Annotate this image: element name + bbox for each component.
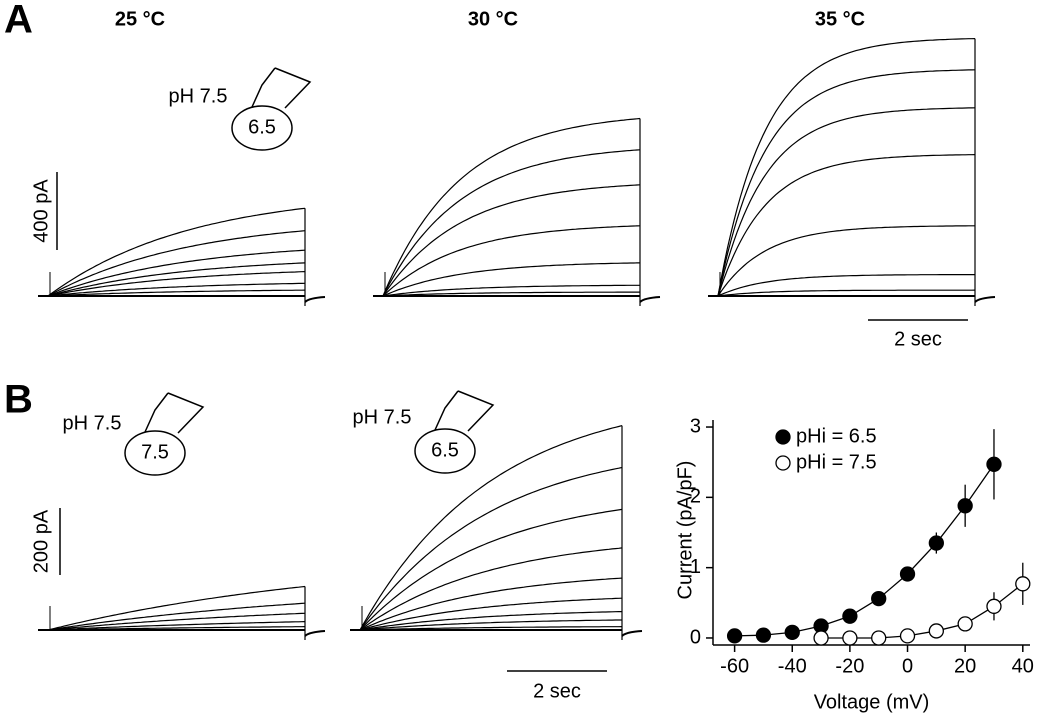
data-point xyxy=(899,566,916,582)
data-point xyxy=(928,535,944,551)
panel-label: B xyxy=(4,378,33,422)
y-tick-label: 3 xyxy=(690,415,701,437)
current-trace xyxy=(47,271,306,297)
data-point xyxy=(871,630,887,646)
x-axis-label: Voltage (mV) xyxy=(814,691,930,713)
current-trace xyxy=(382,149,641,297)
current-trace xyxy=(382,184,641,297)
data-point xyxy=(986,598,1002,614)
pipette-outside: pH 7.5 xyxy=(63,412,122,434)
current-trace xyxy=(359,597,623,631)
current-trace xyxy=(717,289,976,297)
x-tick-label: -60 xyxy=(720,655,749,677)
x-tick-label: -20 xyxy=(835,655,864,677)
current-trace xyxy=(47,230,306,297)
data-point xyxy=(871,590,887,607)
data-point xyxy=(899,628,916,644)
current-trace xyxy=(359,508,623,631)
current-trace xyxy=(47,585,306,631)
data-point xyxy=(928,623,944,639)
x-tick-label: 20 xyxy=(954,655,976,677)
current-trace xyxy=(47,282,306,297)
current-trace xyxy=(47,289,306,297)
data-point xyxy=(957,616,973,632)
pipette-outside: pH 7.5 xyxy=(353,406,412,428)
data-point xyxy=(784,624,800,640)
data-point xyxy=(842,608,858,624)
current-trace xyxy=(382,284,640,297)
current-trace xyxy=(47,612,306,631)
data-point xyxy=(957,498,973,514)
time-bar-label: 2 sec xyxy=(894,328,942,350)
x-tick-label: 40 xyxy=(1012,655,1034,677)
pipette-inside: 6.5 xyxy=(431,439,459,461)
data-point xyxy=(842,630,858,646)
current-trace xyxy=(359,626,623,631)
condition-title: 25 °C xyxy=(115,8,165,30)
current-trace xyxy=(717,38,976,297)
current-trace xyxy=(359,466,623,631)
current-trace xyxy=(359,547,623,631)
x-tick-label: 0 xyxy=(902,655,913,677)
data-point xyxy=(755,627,772,643)
current-trace xyxy=(47,262,306,297)
legend-label: pHi = 6.5 xyxy=(796,425,877,447)
tail-current xyxy=(974,296,996,303)
current-trace xyxy=(359,425,623,631)
current-trace xyxy=(359,619,622,631)
pipette-inside: 7.5 xyxy=(141,441,169,463)
legend-marker xyxy=(775,429,791,445)
panel-label: A xyxy=(4,0,33,42)
current-trace xyxy=(47,249,306,297)
data-point xyxy=(1015,576,1031,592)
data-point xyxy=(813,630,829,646)
scale-bar-label: 400 pA xyxy=(30,179,52,243)
current-trace xyxy=(359,577,623,631)
current-trace xyxy=(717,107,976,297)
series-line xyxy=(734,463,995,637)
current-trace xyxy=(382,262,640,297)
current-trace xyxy=(382,117,641,297)
current-trace xyxy=(47,626,306,631)
current-trace xyxy=(47,207,306,297)
pipette-inside: 6.5 xyxy=(248,116,276,138)
current-trace xyxy=(47,621,306,631)
current-trace xyxy=(717,225,975,297)
data-point xyxy=(726,628,743,644)
y-axis-label: Current (pA/pF) xyxy=(674,461,696,600)
pipette-outside: pH 7.5 xyxy=(169,85,228,107)
condition-title: 35 °C xyxy=(815,8,865,30)
condition-title: 30 °C xyxy=(468,8,518,30)
tail-current xyxy=(304,296,326,303)
current-trace xyxy=(717,154,976,297)
current-trace xyxy=(717,69,976,297)
current-trace xyxy=(382,291,640,297)
data-point xyxy=(986,456,1002,472)
pipette-icon xyxy=(124,67,495,476)
tail-current xyxy=(304,630,326,637)
scale-bar-label: 200 pA xyxy=(30,509,52,573)
legend-label: pHi = 7.5 xyxy=(796,451,877,473)
legend-marker xyxy=(775,455,791,471)
y-tick-label: 0 xyxy=(690,626,701,648)
tail-current xyxy=(621,630,643,637)
current-trace xyxy=(359,611,622,631)
x-tick-label: -40 xyxy=(778,655,807,677)
current-trace xyxy=(47,602,306,631)
time-bar-label: 2 sec xyxy=(533,680,581,702)
current-trace xyxy=(717,274,975,297)
current-trace xyxy=(382,225,641,297)
y-tick-label: 1 xyxy=(690,556,701,578)
tail-current xyxy=(639,296,661,303)
y-tick-label: 2 xyxy=(690,486,701,508)
